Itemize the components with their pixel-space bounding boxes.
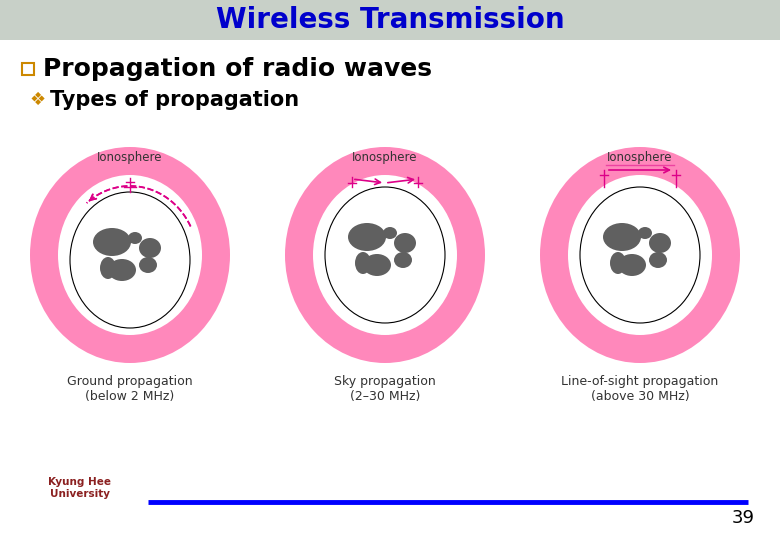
Ellipse shape [363, 254, 391, 276]
Ellipse shape [610, 252, 626, 274]
Ellipse shape [93, 228, 131, 256]
Ellipse shape [649, 252, 667, 268]
Ellipse shape [383, 227, 397, 239]
Ellipse shape [58, 175, 202, 335]
Ellipse shape [139, 238, 161, 258]
Text: Line-of-sight propagation
(above 30 MHz): Line-of-sight propagation (above 30 MHz) [562, 375, 718, 403]
Bar [22, 63, 34, 75]
Ellipse shape [394, 233, 416, 253]
Ellipse shape [348, 223, 386, 251]
Text: 39: 39 [732, 509, 755, 527]
Text: Kyung Hee
University: Kyung Hee University [48, 477, 112, 499]
Text: Wireless Transmission: Wireless Transmission [216, 6, 564, 34]
Text: Ionosphere: Ionosphere [98, 151, 163, 164]
Ellipse shape [139, 257, 157, 273]
Text: ❖: ❖ [30, 91, 46, 109]
Ellipse shape [70, 192, 190, 328]
Ellipse shape [285, 147, 485, 363]
Ellipse shape [394, 252, 412, 268]
Ellipse shape [603, 223, 641, 251]
Ellipse shape [580, 187, 700, 323]
Ellipse shape [355, 252, 371, 274]
Ellipse shape [540, 147, 740, 363]
Ellipse shape [128, 232, 142, 244]
Text: Ground propagation
(below 2 MHz): Ground propagation (below 2 MHz) [67, 375, 193, 403]
Text: Ionosphere: Ionosphere [608, 151, 672, 164]
Bar [0, 0, 780, 40]
Ellipse shape [30, 147, 230, 363]
Ellipse shape [649, 233, 671, 253]
Text: Sky propagation
(2–30 MHz): Sky propagation (2–30 MHz) [334, 375, 436, 403]
Ellipse shape [568, 175, 712, 335]
Ellipse shape [100, 257, 116, 279]
Text: Types of propagation: Types of propagation [50, 90, 299, 110]
Ellipse shape [325, 187, 445, 323]
Ellipse shape [108, 259, 136, 281]
Ellipse shape [313, 175, 457, 335]
Text: Ionosphere: Ionosphere [353, 151, 418, 164]
Ellipse shape [638, 227, 652, 239]
Text: Propagation of radio waves: Propagation of radio waves [43, 57, 432, 81]
Ellipse shape [618, 254, 646, 276]
